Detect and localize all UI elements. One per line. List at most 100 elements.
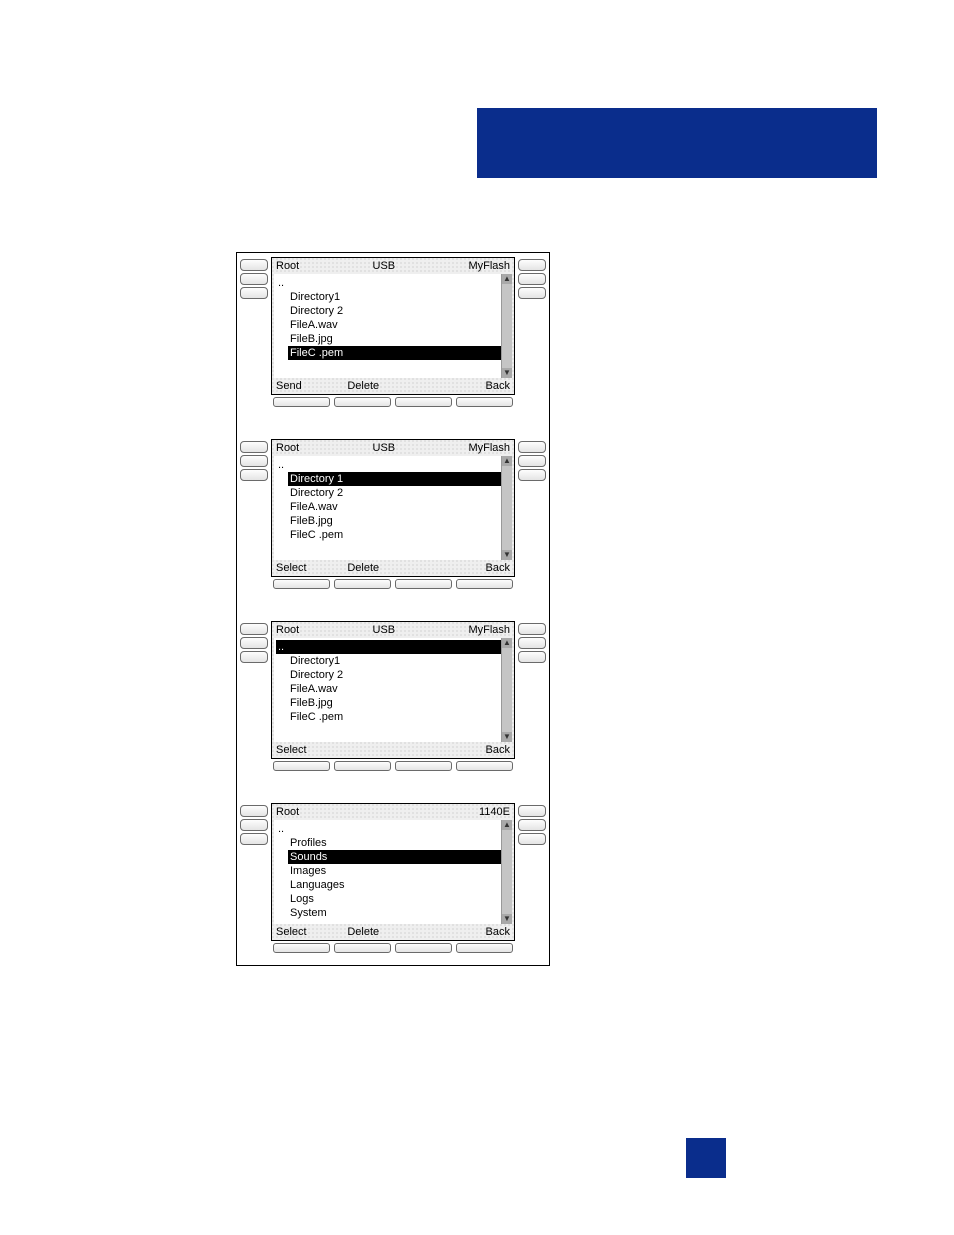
side-button[interactable] [240, 273, 268, 285]
softkey[interactable]: Back [453, 562, 513, 574]
side-button[interactable] [518, 651, 546, 663]
scroll-up-icon[interactable] [502, 456, 512, 466]
side-button[interactable] [518, 819, 546, 831]
softkey[interactable]: Delete [334, 926, 394, 938]
side-button[interactable] [518, 805, 546, 817]
softkey[interactable]: Select [274, 926, 334, 938]
list-item[interactable]: FileA.wav [288, 500, 501, 514]
list-item-parent[interactable]: .. [276, 458, 501, 472]
side-button[interactable] [518, 259, 546, 271]
list-item[interactable]: Directory 2 [288, 486, 501, 500]
softkey[interactable]: Send [274, 380, 334, 392]
lcd-title-bar: RootUSBMyFlash [272, 258, 514, 274]
side-button[interactable] [240, 833, 268, 845]
scroll-down-icon[interactable] [502, 550, 512, 560]
list-item[interactable]: Languages [288, 878, 501, 892]
bottom-button[interactable] [334, 397, 391, 407]
softkey[interactable]: Back [453, 744, 513, 756]
list-item[interactable]: System [288, 906, 501, 920]
side-button[interactable] [518, 469, 546, 481]
list-item[interactable]: Logs [288, 892, 501, 906]
softkey[interactable]: Select [274, 744, 334, 756]
bottom-button[interactable] [273, 579, 330, 589]
lcd-body: ..ProfilesSoundsImagesLanguagesLogsSyste… [274, 820, 512, 924]
list-item[interactable]: FileA.wav [288, 318, 501, 332]
title-right: MyFlash [468, 624, 512, 636]
list-item[interactable]: FileB.jpg [288, 696, 501, 710]
softkey[interactable]: Back [453, 926, 513, 938]
list-item[interactable]: Sounds [288, 850, 501, 864]
device-panel: RootUSBMyFlash..Directory 1Directory 2Fi… [237, 419, 549, 601]
lcd-body: ..Directory 1Directory 2FileA.wavFileB.j… [274, 456, 512, 560]
side-button[interactable] [240, 259, 268, 271]
side-button[interactable] [518, 441, 546, 453]
bottom-button-row [271, 395, 515, 407]
scrollbar[interactable] [501, 638, 512, 742]
side-button[interactable] [240, 623, 268, 635]
title-right: MyFlash [468, 260, 512, 272]
bottom-button[interactable] [395, 579, 452, 589]
side-button[interactable] [240, 805, 268, 817]
list-item[interactable]: Directory 1 [288, 472, 501, 486]
scrollbar[interactable] [501, 274, 512, 378]
scroll-down-icon[interactable] [502, 732, 512, 742]
lcd-wrap: RootUSBMyFlash..Directory 1Directory 2Fi… [271, 439, 515, 589]
softkey[interactable]: Back [453, 380, 513, 392]
scrollbar[interactable] [501, 456, 512, 560]
file-list: ..Directory 1Directory 2FileA.wavFileB.j… [274, 456, 501, 560]
list-item[interactable]: FileB.jpg [288, 332, 501, 346]
list-item[interactable]: Directory 2 [288, 668, 501, 682]
side-button[interactable] [518, 623, 546, 635]
bottom-button[interactable] [273, 761, 330, 771]
bottom-button[interactable] [395, 397, 452, 407]
bottom-button[interactable] [273, 397, 330, 407]
bottom-button[interactable] [334, 943, 391, 953]
lcd-title-bar: RootUSBMyFlash [272, 622, 514, 638]
side-button[interactable] [518, 273, 546, 285]
list-item[interactable]: FileC .pem [288, 710, 501, 724]
softkey[interactable]: Select [274, 562, 334, 574]
bottom-button[interactable] [334, 761, 391, 771]
scrollbar[interactable] [501, 820, 512, 924]
bottom-button[interactable] [273, 943, 330, 953]
scroll-up-icon[interactable] [502, 638, 512, 648]
side-button[interactable] [518, 455, 546, 467]
list-item[interactable]: Images [288, 864, 501, 878]
side-button[interactable] [240, 441, 268, 453]
list-item[interactable]: FileC .pem [288, 528, 501, 542]
list-item[interactable]: FileB.jpg [288, 514, 501, 528]
side-button[interactable] [240, 819, 268, 831]
softkey[interactable]: Delete [334, 380, 394, 392]
right-side-buttons [518, 803, 546, 845]
list-item-parent[interactable]: .. [276, 822, 501, 836]
bottom-button[interactable] [395, 943, 452, 953]
list-item-parent[interactable]: .. [276, 276, 501, 290]
list-item[interactable]: Directory1 [288, 290, 501, 304]
bottom-button[interactable] [395, 761, 452, 771]
scroll-up-icon[interactable] [502, 274, 512, 284]
list-item[interactable]: Directory 2 [288, 304, 501, 318]
side-button[interactable] [240, 287, 268, 299]
bottom-button[interactable] [456, 579, 513, 589]
list-item[interactable]: FileA.wav [288, 682, 501, 696]
scroll-down-icon[interactable] [502, 914, 512, 924]
side-button[interactable] [518, 287, 546, 299]
list-item-parent[interactable]: .. [276, 640, 501, 654]
scroll-up-icon[interactable] [502, 820, 512, 830]
side-button[interactable] [518, 833, 546, 845]
bottom-button[interactable] [456, 761, 513, 771]
side-button[interactable] [240, 651, 268, 663]
lcd-title-bar: RootUSBMyFlash [272, 440, 514, 456]
side-button[interactable] [518, 637, 546, 649]
bottom-button[interactable] [456, 397, 513, 407]
bottom-button[interactable] [334, 579, 391, 589]
softkey[interactable]: Delete [334, 562, 394, 574]
list-item[interactable]: Profiles [288, 836, 501, 850]
side-button[interactable] [240, 469, 268, 481]
list-item[interactable]: FileC .pem [288, 346, 501, 360]
scroll-down-icon[interactable] [502, 368, 512, 378]
list-item[interactable]: Directory1 [288, 654, 501, 668]
side-button[interactable] [240, 455, 268, 467]
side-button[interactable] [240, 637, 268, 649]
bottom-button[interactable] [456, 943, 513, 953]
